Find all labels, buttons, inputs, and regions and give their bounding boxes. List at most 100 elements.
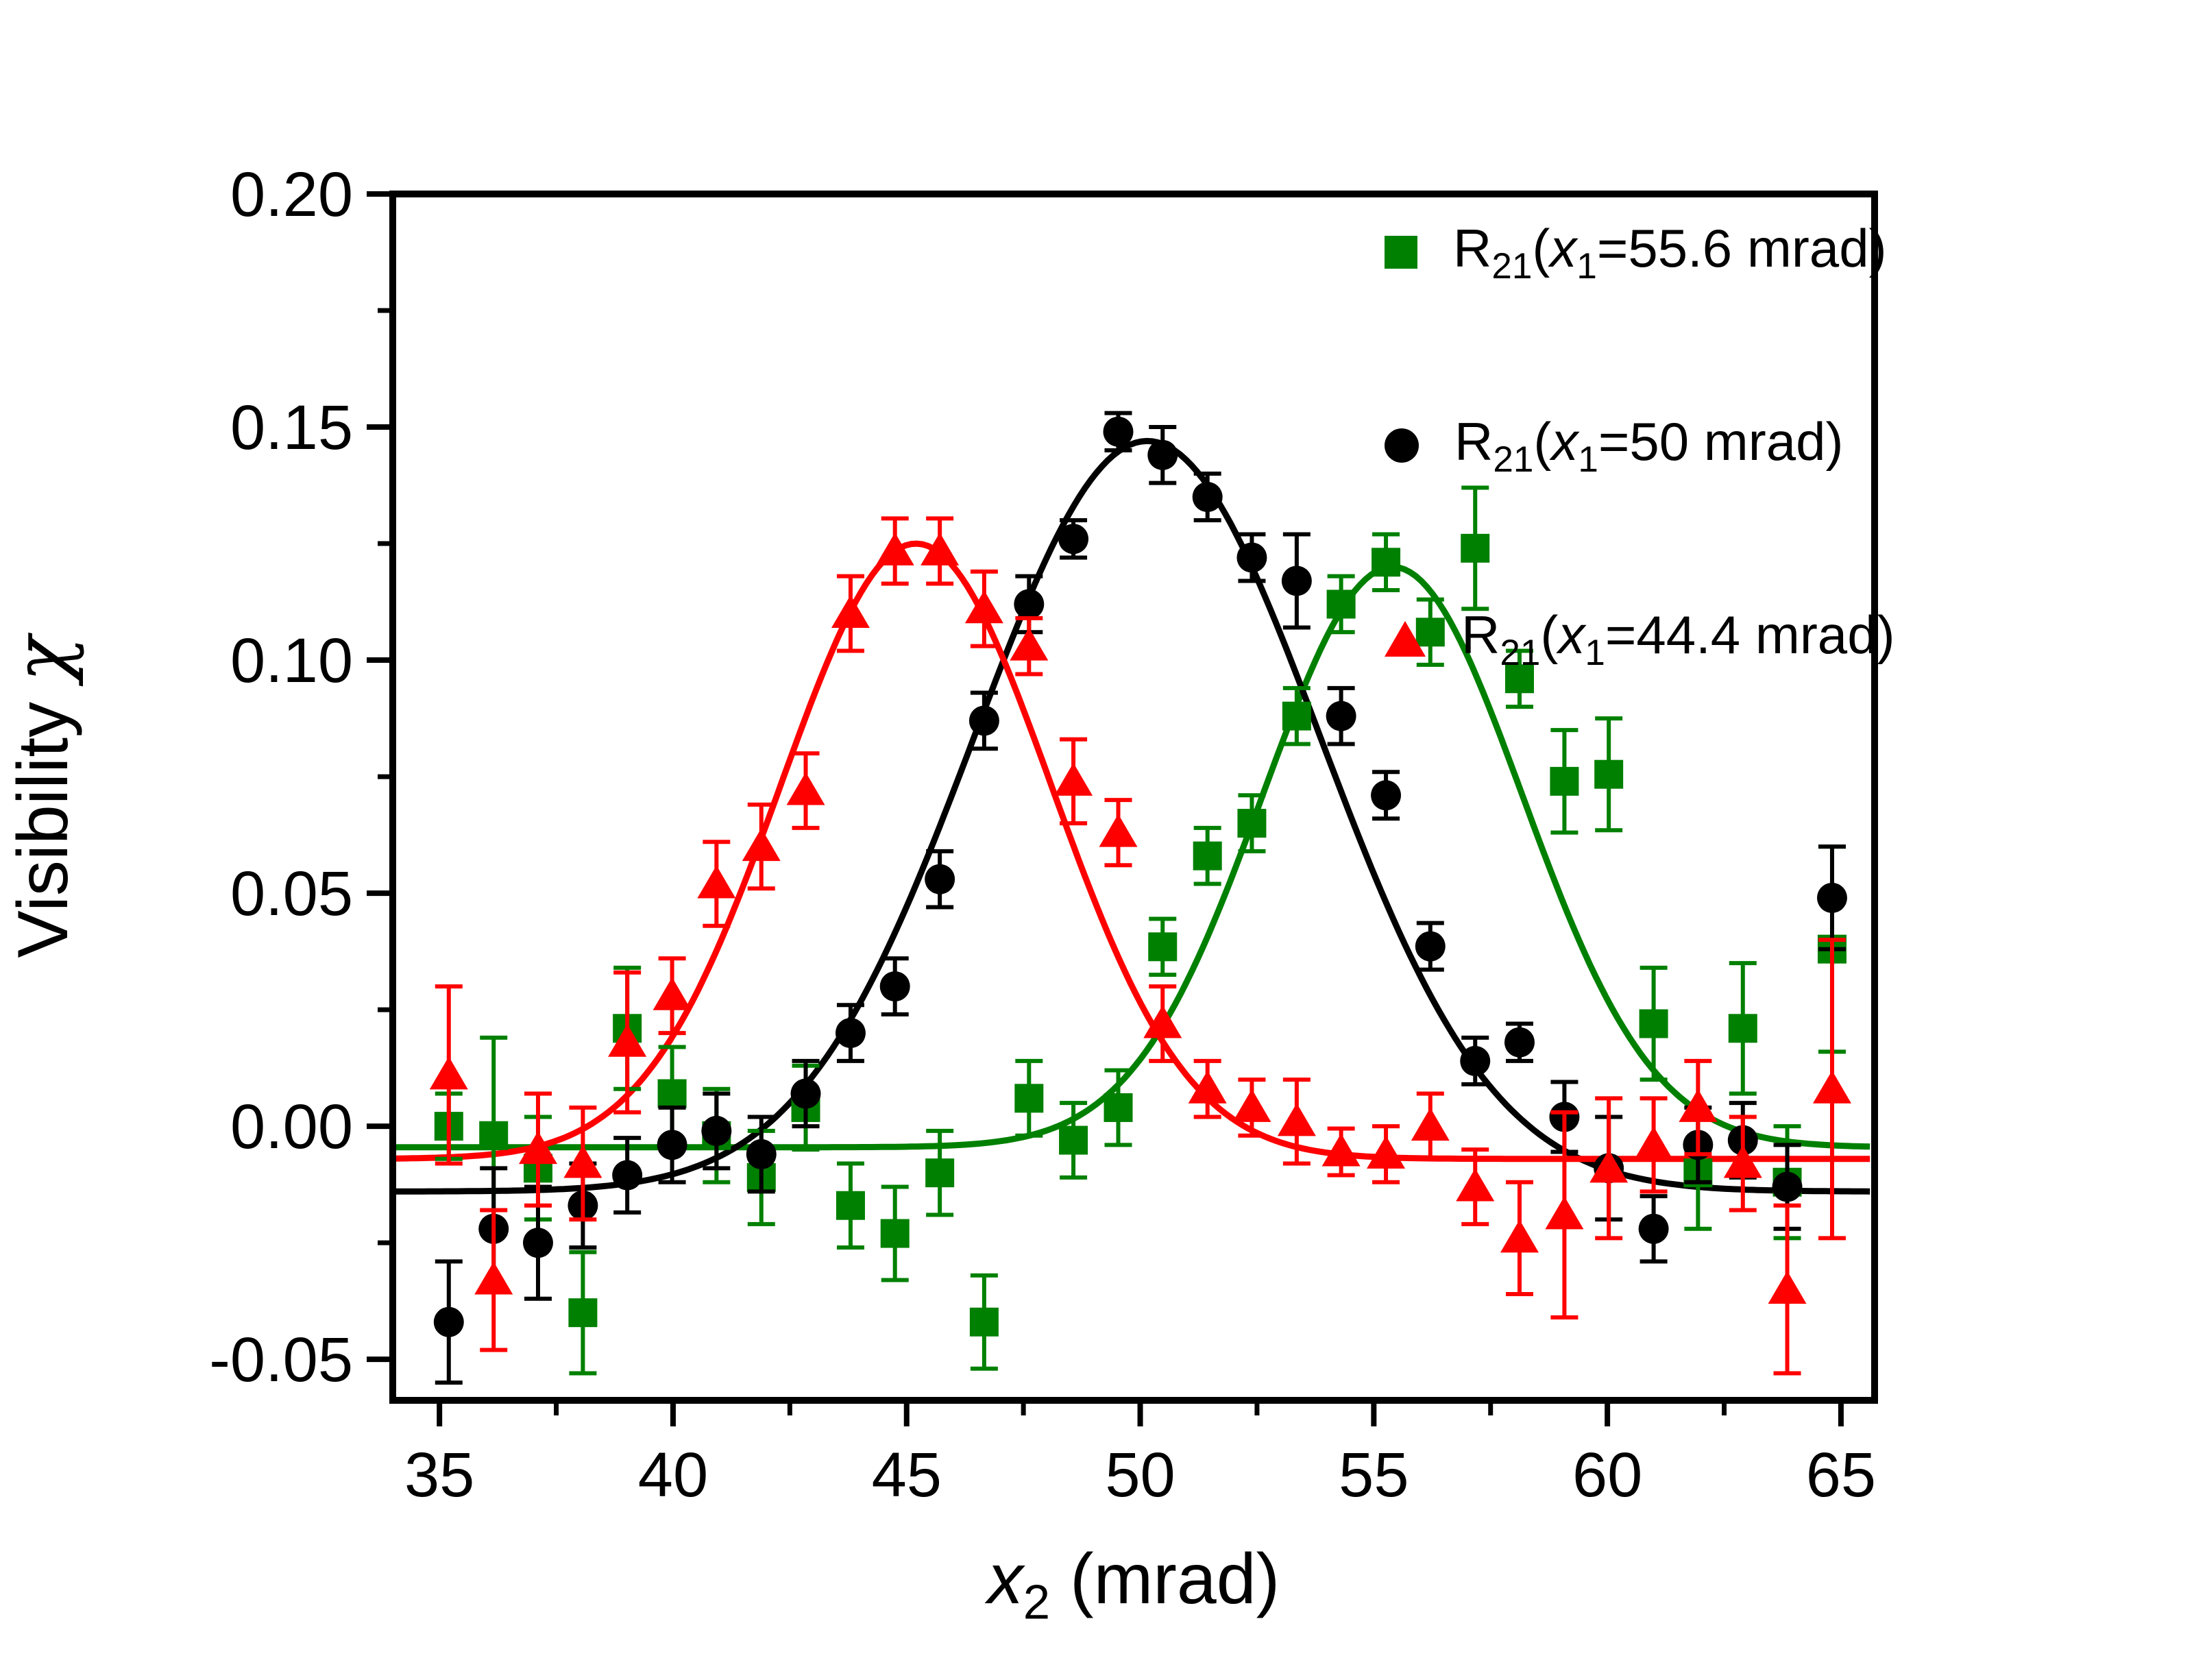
- marker-triangle: [1188, 1070, 1227, 1104]
- marker-circle: [701, 1115, 732, 1146]
- marker-circle: [968, 705, 999, 736]
- y-axis-title-text: Visibility: [3, 682, 83, 958]
- marker-square: [1237, 809, 1267, 838]
- marker-square: [880, 1219, 910, 1248]
- marker-circle: [657, 1130, 687, 1160]
- y-tick-label: 0.15: [230, 393, 353, 463]
- marker-circle: [522, 1228, 553, 1258]
- x-tick-label: 40: [638, 1440, 708, 1510]
- y-tick-label: -0.05: [209, 1325, 353, 1395]
- marker-square: [479, 1121, 509, 1150]
- marker-square: [1372, 548, 1401, 577]
- y-tick-label: 0.05: [230, 859, 353, 929]
- marker-triangle: [653, 977, 692, 1010]
- marker-triangle: [1545, 1196, 1584, 1230]
- marker-triangle: [518, 1131, 557, 1165]
- marker-triangle: [1634, 1126, 1673, 1160]
- x-tick-label: 60: [1572, 1440, 1642, 1510]
- marker-square: [1728, 1014, 1757, 1043]
- marker-triangle: [1232, 1088, 1271, 1122]
- marker-circle: [1103, 416, 1134, 447]
- marker-circle: [1326, 701, 1356, 731]
- marker-circle: [925, 864, 955, 894]
- marker-triangle: [1321, 1133, 1361, 1167]
- legend-label: R21(x1=55.6 mrad): [1453, 218, 1887, 287]
- marker-square: [657, 1079, 687, 1108]
- marker-triangle: [786, 772, 825, 805]
- marker-square: [969, 1307, 999, 1337]
- marker-circle: [433, 1306, 464, 1337]
- marker-square: [1193, 841, 1222, 871]
- marker-square: [1504, 664, 1534, 694]
- marker-circle: [1772, 1171, 1803, 1202]
- y-tick-label: 0.20: [230, 160, 353, 230]
- marker-circle: [612, 1160, 643, 1191]
- marker-triangle: [1277, 1103, 1316, 1136]
- marker-square: [1550, 766, 1579, 796]
- legend-label: R21(x1=50 mrad): [1454, 411, 1844, 480]
- marker-square: [1014, 1084, 1044, 1113]
- marker-triangle: [1010, 627, 1049, 661]
- marker-triangle: [1054, 762, 1093, 796]
- marker-circle: [879, 971, 910, 1002]
- marker-circle: [1371, 780, 1402, 811]
- marker-circle: [790, 1078, 821, 1109]
- marker-triangle: [1589, 1149, 1629, 1183]
- marker-triangle: [1456, 1168, 1495, 1202]
- legend-triangle-icon: [1385, 621, 1426, 657]
- chi-symbol: χ: [0, 636, 85, 682]
- marker-square: [1594, 759, 1624, 789]
- legend-entry-red-triangles: R21(x1=44.4 mrad): [1385, 598, 1895, 680]
- marker-circle: [1415, 931, 1446, 962]
- series-red-triangles: [429, 516, 1851, 1376]
- legend-entry-black-circles: R21(x1=50 mrad): [1385, 404, 1844, 487]
- x-tick-label: 50: [1105, 1440, 1175, 1510]
- marker-triangle: [1143, 1005, 1182, 1038]
- x-tick-label: 55: [1339, 1440, 1409, 1510]
- marker-circle: [1460, 1045, 1491, 1076]
- marker-triangle: [921, 532, 960, 565]
- marker-square: [1326, 589, 1356, 619]
- marker-triangle: [1367, 1135, 1406, 1169]
- fit-curve-red-triangles: [395, 540, 1870, 1162]
- series-black-circles: [433, 411, 1847, 1385]
- marker-triangle: [474, 1261, 513, 1295]
- marker-triangle: [1812, 1070, 1851, 1104]
- marker-square: [1148, 932, 1178, 962]
- marker-triangle: [563, 1145, 602, 1178]
- x-tick-label: 45: [872, 1440, 942, 1510]
- plot-frame: [389, 191, 1878, 1404]
- marker-circle: [1014, 589, 1045, 620]
- marker-circle: [1236, 542, 1267, 573]
- marker-triangle: [429, 1056, 468, 1090]
- marker-circle: [835, 1018, 866, 1049]
- marker-circle: [1281, 565, 1312, 596]
- marker-circle: [746, 1139, 777, 1169]
- marker-triangle: [1411, 1108, 1450, 1141]
- marker-circle: [1504, 1027, 1535, 1058]
- marker-circle: [1147, 439, 1178, 470]
- marker-circle: [1638, 1213, 1669, 1244]
- marker-triangle: [1500, 1219, 1539, 1253]
- legend-square-icon: [1385, 236, 1417, 269]
- marker-circle: [1816, 882, 1847, 913]
- marker-square: [1639, 1009, 1668, 1038]
- axes: 35 40 45 50 55 60 65 0.20 0.15 0.10 0.05 0.00 -0.05: [209, 160, 1876, 1510]
- y-tick-label: 0.10: [230, 626, 353, 696]
- marker-square: [925, 1158, 955, 1188]
- y-tick-label: 0.00: [230, 1092, 353, 1162]
- legend-entry-green-squares: R21(x1=55.6 mrad): [1385, 211, 1887, 293]
- fit-curves: [395, 437, 1870, 1195]
- marker-triangle: [1768, 1271, 1807, 1304]
- legend-circle-icon: [1385, 428, 1419, 463]
- marker-triangle: [1099, 814, 1138, 847]
- marker-triangle: [742, 828, 781, 862]
- marker-square: [1461, 533, 1490, 563]
- marker-triangle: [875, 532, 914, 565]
- x-tick-label: 35: [404, 1440, 474, 1510]
- marker-square: [1059, 1125, 1088, 1155]
- marker-circle: [1058, 524, 1089, 555]
- marker-square: [568, 1298, 598, 1328]
